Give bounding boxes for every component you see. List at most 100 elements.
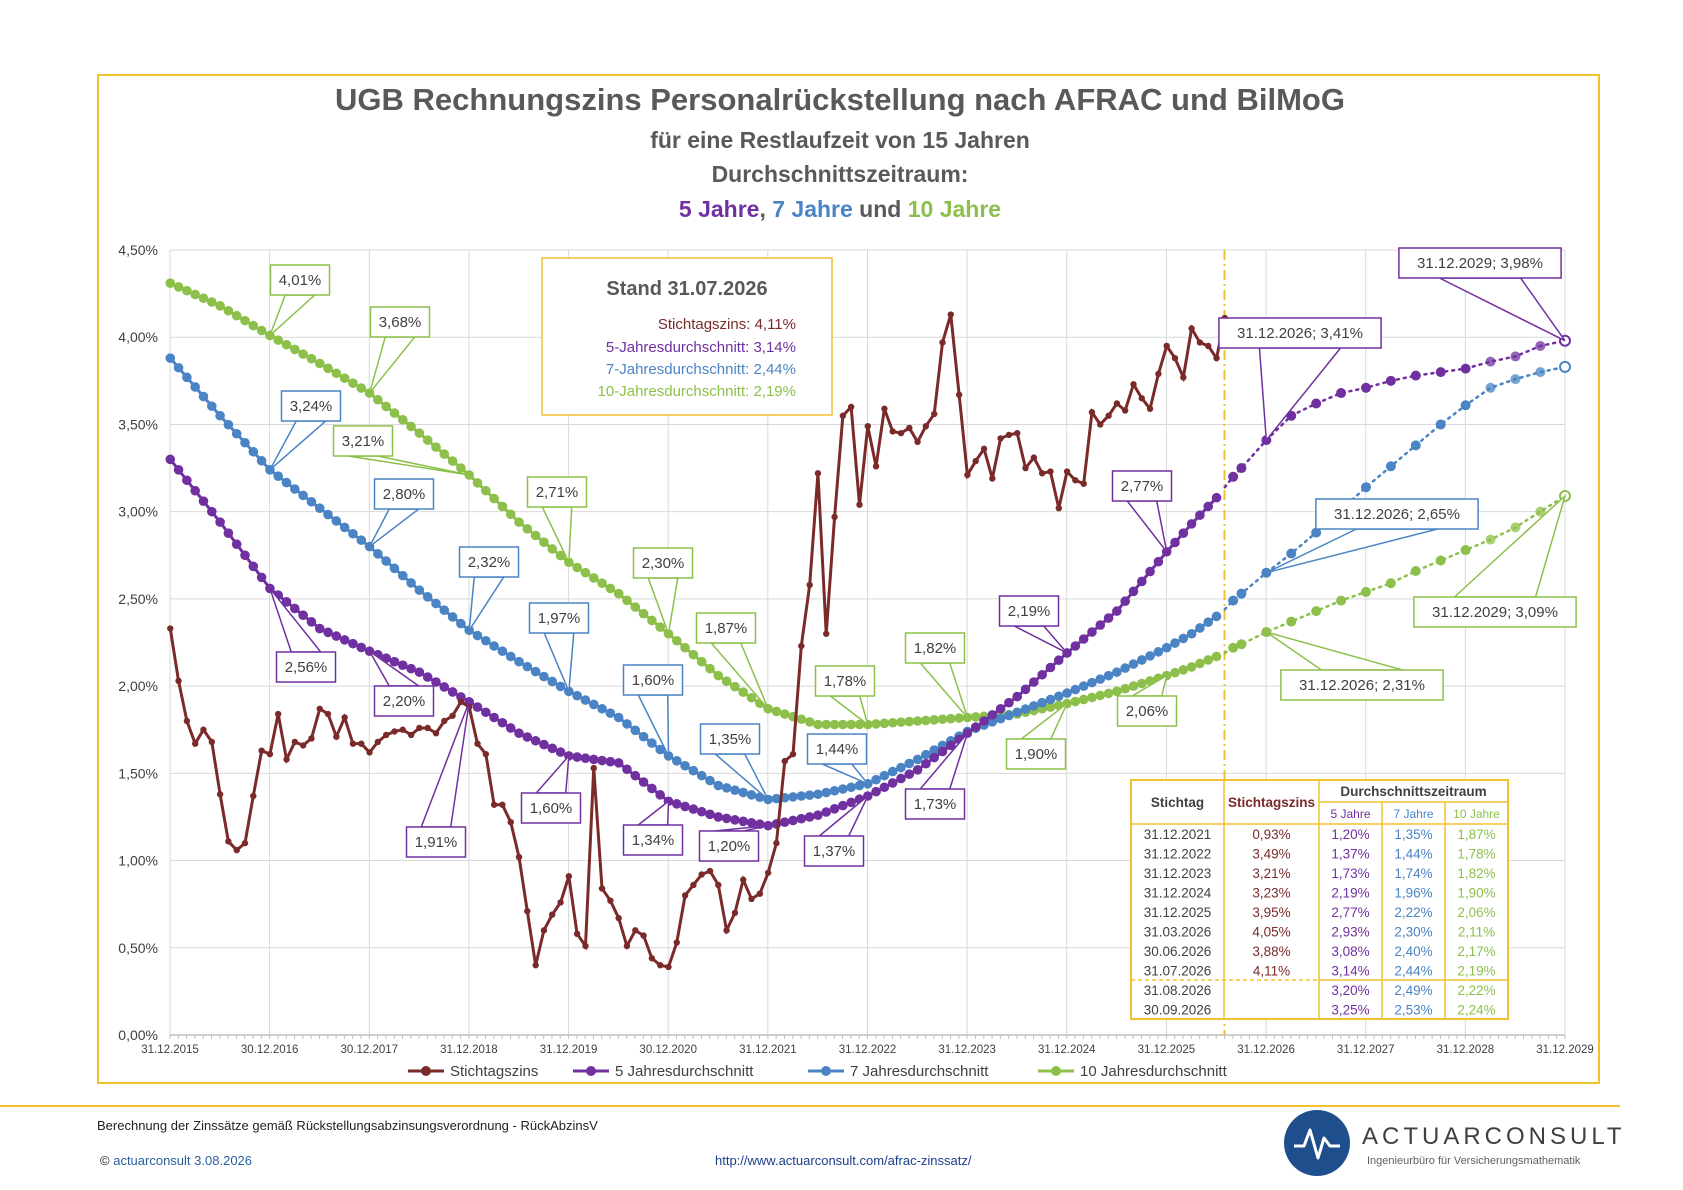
callout-box [373, 685, 435, 717]
data-point-stichtag [831, 513, 838, 521]
data-point-y5 [306, 617, 317, 627]
callout-label: 1,87% [705, 620, 748, 637]
data-point-stichtag [598, 885, 606, 892]
callout-box [1005, 738, 1067, 770]
table-cell: 2,17% [1457, 944, 1495, 959]
data-point-y10 [422, 435, 433, 445]
data-point-y7 [505, 651, 516, 662]
legend-label: 5 Jahresdurchschnitt [615, 1063, 754, 1080]
data-point-y7 [829, 785, 840, 796]
callout-label: 31.12.2026; 2,65% [1334, 506, 1460, 523]
data-point-y10 [937, 714, 948, 725]
callout-box [622, 664, 684, 696]
data-point-y10 [456, 463, 466, 473]
data-point-y7 [1020, 704, 1031, 714]
callout-box [332, 425, 394, 457]
legend-item-stichtag: Stichtagszins [408, 1063, 538, 1080]
data-point-y7 [290, 484, 300, 494]
data-point-y10 [1078, 694, 1089, 705]
data-point-stichtag [407, 731, 415, 739]
data-point-stichtag [416, 724, 423, 732]
data-point-y10 [821, 719, 832, 730]
callout-box [275, 651, 337, 683]
data-point-y10 [1070, 696, 1081, 707]
data-point-stichtag [1105, 412, 1112, 419]
data-point-y5 [970, 722, 981, 732]
data-point-stichtag [615, 914, 622, 922]
series-stichtag [167, 311, 1228, 971]
data-point-y7 [472, 630, 483, 641]
forecast-point-y5 [1410, 370, 1421, 381]
data-point-y10 [680, 642, 690, 653]
data-point-y5 [1070, 641, 1081, 651]
data-point-y7 [622, 719, 632, 729]
callout: 3,68% [368, 306, 431, 394]
data-point-y7 [680, 760, 690, 771]
callout: 31.12.2026; 3,41% [1218, 317, 1382, 443]
data-point-y5 [389, 656, 400, 667]
x-tick-label: 31.12.2019 [540, 1044, 598, 1056]
data-point-y5 [838, 800, 848, 811]
x-tick-label: 31.12.2027 [1337, 1044, 1395, 1056]
data-point-y7 [1078, 681, 1089, 691]
data-point-y5 [655, 790, 665, 800]
callout-label: 2,19% [1008, 603, 1051, 620]
data-point-y5 [1053, 655, 1064, 666]
forecast-end-point-y7 [1559, 360, 1571, 373]
data-point-y7 [389, 563, 400, 574]
data-point-y10 [896, 717, 906, 727]
data-point-y5 [896, 773, 906, 784]
forecast-point-y7 [1311, 527, 1322, 538]
data-point-y7 [397, 570, 408, 581]
data-point-y7 [746, 790, 757, 800]
callout-box [622, 824, 684, 856]
data-point-y10 [190, 289, 200, 300]
callout-box [695, 612, 757, 644]
forecast-point-y10 [1336, 595, 1347, 606]
data-point-stichtag [814, 470, 822, 477]
data-point-y7 [1004, 710, 1014, 721]
data-point-y5 [613, 758, 624, 768]
data-point-y5 [588, 754, 599, 765]
data-point-y5 [671, 799, 682, 809]
table-header-stichtag: Stichtag [1151, 795, 1204, 810]
data-point-stichtag [872, 463, 880, 470]
data-point-stichtag [457, 698, 465, 706]
data-point-stichtag [1146, 405, 1154, 412]
callout-pointer [1265, 631, 1403, 671]
data-point-stichtag [673, 939, 680, 946]
data-point-stichtag [914, 438, 921, 446]
data-point-y10 [1195, 658, 1205, 669]
data-point-y10 [796, 714, 807, 725]
callout-box [280, 390, 342, 422]
data-point-y10 [846, 719, 856, 730]
data-point-y5 [605, 756, 616, 767]
table-cell: 2,93% [1331, 925, 1369, 940]
callout: 1,37% [803, 795, 869, 867]
data-point-stichtag [549, 911, 556, 918]
data-point-y7 [273, 471, 284, 481]
data-point-stichtag [690, 881, 697, 889]
footer-url-link[interactable]: http://www.actuarconsult.com/afrac-zinss… [715, 1153, 972, 1168]
data-point-stichtag [208, 738, 216, 746]
callout: 2,20% [368, 650, 435, 717]
data-point-y10 [314, 358, 325, 369]
table-cell: 2,30% [1394, 925, 1432, 940]
forecast-point-y7 [1236, 588, 1247, 599]
callout: 1,73% [904, 732, 969, 820]
data-point-y5 [223, 528, 234, 538]
data-point-y5 [946, 740, 956, 751]
data-point-y7 [696, 770, 707, 781]
data-point-y10 [348, 378, 358, 388]
data-point-y5 [173, 465, 184, 475]
callout: 31.12.2029; 3,98% [1398, 247, 1566, 342]
data-point-y10 [854, 719, 865, 730]
data-point-stichtag [1180, 374, 1187, 381]
logo-tagline: Ingenieurbüro für Versicherungsmathemati… [1367, 1155, 1581, 1167]
data-point-y10 [954, 713, 964, 723]
data-point-y5 [414, 667, 425, 677]
callout-box [998, 595, 1060, 627]
data-point-y7 [306, 496, 317, 507]
data-point-stichtag [897, 429, 905, 437]
data-point-y5 [314, 623, 325, 634]
